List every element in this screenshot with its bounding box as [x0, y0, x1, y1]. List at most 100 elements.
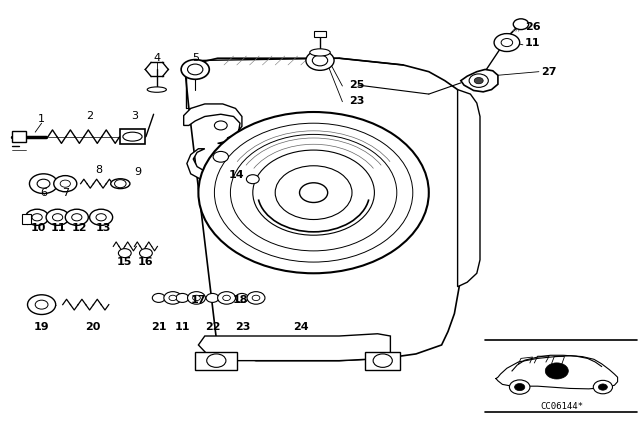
Circle shape — [188, 64, 203, 75]
Text: 23: 23 — [349, 96, 364, 106]
Ellipse shape — [123, 132, 142, 141]
Circle shape — [252, 295, 260, 301]
Text: 20: 20 — [85, 322, 100, 332]
Circle shape — [213, 151, 228, 162]
Circle shape — [247, 292, 265, 304]
Circle shape — [46, 209, 69, 225]
Ellipse shape — [147, 87, 166, 92]
Text: 9: 9 — [134, 168, 141, 177]
Text: 22: 22 — [205, 322, 220, 332]
Circle shape — [236, 293, 248, 302]
Text: 6: 6 — [40, 188, 47, 198]
Text: 21: 21 — [151, 322, 166, 332]
Text: 26: 26 — [525, 22, 540, 32]
Text: 7: 7 — [62, 188, 70, 198]
Text: 17: 17 — [191, 295, 206, 305]
Text: 11: 11 — [175, 322, 190, 332]
Bar — [120, 129, 145, 144]
Circle shape — [72, 214, 82, 221]
Text: 15: 15 — [117, 257, 132, 267]
Circle shape — [29, 174, 58, 194]
Text: 24: 24 — [293, 322, 308, 332]
Circle shape — [152, 293, 165, 302]
Circle shape — [593, 380, 612, 394]
Text: 19: 19 — [34, 322, 49, 332]
Circle shape — [52, 214, 63, 221]
Circle shape — [509, 380, 530, 394]
Circle shape — [494, 34, 520, 52]
Text: CC06144*: CC06144* — [540, 402, 584, 411]
Text: 14: 14 — [229, 170, 244, 180]
Ellipse shape — [111, 179, 130, 189]
Text: 3: 3 — [131, 112, 138, 121]
Bar — [22, 214, 31, 224]
Polygon shape — [198, 334, 390, 361]
Text: 11: 11 — [525, 38, 540, 47]
Circle shape — [218, 292, 236, 304]
Text: 23: 23 — [236, 322, 251, 332]
Text: 11: 11 — [51, 224, 67, 233]
Circle shape — [373, 354, 392, 367]
Circle shape — [26, 209, 49, 225]
Text: 10: 10 — [31, 224, 46, 233]
Bar — [12, 131, 26, 142]
Text: 2: 2 — [86, 112, 93, 121]
Circle shape — [513, 19, 529, 30]
Circle shape — [469, 74, 488, 87]
Polygon shape — [186, 58, 461, 361]
Circle shape — [598, 384, 607, 390]
Circle shape — [65, 209, 88, 225]
Circle shape — [306, 51, 334, 70]
Circle shape — [198, 112, 429, 273]
Circle shape — [118, 249, 131, 258]
Circle shape — [474, 78, 483, 84]
Circle shape — [176, 293, 189, 302]
Circle shape — [35, 300, 48, 309]
Polygon shape — [224, 142, 278, 204]
Circle shape — [515, 383, 525, 391]
Text: 8: 8 — [95, 165, 103, 175]
Circle shape — [223, 295, 230, 301]
Bar — [314, 31, 326, 37]
Text: 13: 13 — [96, 224, 111, 233]
Text: 27: 27 — [541, 67, 556, 77]
Circle shape — [214, 123, 413, 262]
Circle shape — [32, 214, 42, 221]
Polygon shape — [458, 90, 480, 287]
Text: 4: 4 — [153, 53, 161, 63]
Text: 25: 25 — [349, 80, 364, 90]
Circle shape — [300, 183, 328, 202]
Circle shape — [28, 295, 56, 314]
Circle shape — [312, 55, 328, 66]
Circle shape — [181, 60, 209, 79]
Text: 5: 5 — [192, 53, 198, 63]
Text: 12: 12 — [72, 224, 87, 233]
Text: 1: 1 — [38, 114, 45, 124]
Circle shape — [214, 121, 227, 130]
Bar — [195, 352, 237, 370]
Circle shape — [193, 295, 200, 301]
Polygon shape — [184, 104, 243, 181]
Circle shape — [90, 209, 113, 225]
Circle shape — [54, 176, 77, 192]
Circle shape — [188, 292, 205, 304]
Circle shape — [96, 214, 106, 221]
Polygon shape — [461, 69, 498, 92]
Circle shape — [60, 180, 70, 187]
Circle shape — [230, 134, 397, 251]
Bar — [365, 352, 400, 370]
Circle shape — [206, 293, 219, 302]
Circle shape — [115, 180, 126, 188]
Circle shape — [140, 249, 152, 258]
Circle shape — [207, 354, 226, 367]
Circle shape — [275, 166, 352, 220]
Circle shape — [37, 179, 50, 188]
Text: 16: 16 — [138, 257, 154, 267]
Text: 18: 18 — [232, 295, 248, 305]
Circle shape — [545, 363, 568, 379]
Circle shape — [501, 39, 513, 47]
Ellipse shape — [310, 49, 330, 56]
Circle shape — [169, 295, 177, 301]
Circle shape — [246, 175, 259, 184]
Circle shape — [253, 150, 374, 235]
